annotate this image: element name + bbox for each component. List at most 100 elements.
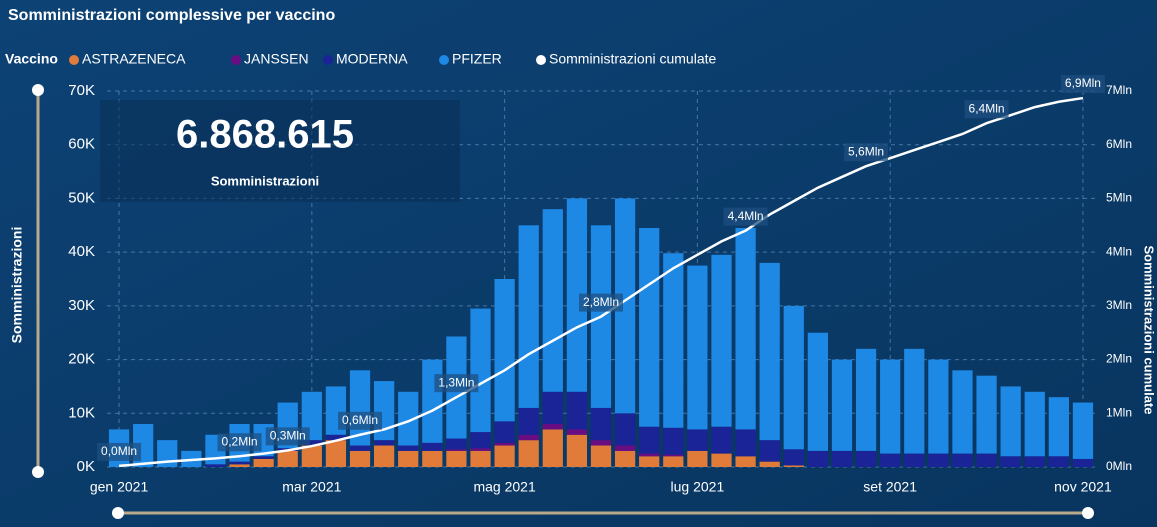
bar [205, 464, 226, 467]
bar [880, 359, 901, 454]
bar [759, 262, 780, 441]
bar [422, 359, 443, 443]
bar [494, 445, 515, 467]
data-label-bg [964, 100, 1009, 119]
slider-handle[interactable] [112, 507, 124, 519]
bar [663, 427, 684, 455]
y2-tick-label: 4Mln [1106, 244, 1132, 258]
bar [663, 253, 684, 428]
bar [904, 453, 925, 467]
y-tick-label: 40K [68, 243, 95, 260]
bar [470, 308, 491, 433]
bar [542, 391, 563, 425]
plot-area: 0,0Mln 0,2Mln 0,3Mln 0,6Mln 1,3Mln 2,8Mln 4,4M… [97, 75, 1105, 468]
bar [374, 440, 395, 446]
bar [566, 391, 588, 430]
bar [325, 440, 347, 467]
bar [928, 359, 949, 454]
bar [711, 254, 732, 427]
bar [253, 456, 274, 459]
legend-marker [439, 55, 449, 65]
bar [614, 450, 636, 467]
bar [518, 434, 539, 441]
bar [711, 453, 732, 467]
bar [590, 445, 612, 467]
bar [807, 450, 828, 467]
data-label: 0,3Mln [270, 429, 306, 443]
data-label-bg [434, 374, 479, 393]
bar [614, 198, 636, 414]
slider-handle[interactable] [32, 466, 44, 478]
bar [687, 450, 708, 467]
bar [398, 445, 419, 451]
data-label: 1,3Mln [438, 375, 474, 389]
bar [566, 434, 588, 467]
data-label-bg [723, 207, 768, 226]
bar [711, 426, 732, 454]
bar [422, 442, 443, 451]
bar [1024, 391, 1045, 457]
y-tick-label: 20K [68, 351, 95, 368]
bar [494, 421, 515, 443]
x-tick-label: gen 2021 [90, 479, 149, 495]
data-label-bg [844, 143, 889, 162]
bar [759, 461, 780, 467]
bar [952, 453, 973, 467]
bar [639, 456, 660, 467]
bar [783, 449, 804, 466]
data-label: 0,6Mln [342, 413, 378, 427]
bar [831, 359, 853, 451]
bar [1000, 456, 1021, 467]
legend-marker [231, 55, 241, 65]
bar [904, 348, 925, 454]
bar [422, 450, 443, 467]
bar [952, 370, 973, 454]
bar [470, 450, 491, 467]
bar [566, 198, 588, 392]
slider-handle[interactable] [32, 84, 44, 96]
y2-tick-label: 7Mln [1106, 83, 1132, 97]
legend-marker [69, 55, 79, 65]
bar [807, 332, 828, 451]
bar [1072, 458, 1094, 467]
bar [349, 450, 371, 467]
bar [663, 456, 684, 467]
data-label-bg [97, 442, 142, 461]
bar [614, 413, 636, 446]
bar [687, 429, 708, 451]
y-tick-label: 30K [68, 297, 95, 314]
bar [253, 458, 274, 467]
bar [277, 450, 298, 467]
y2-tick-label: 3Mln [1106, 298, 1132, 312]
bar [229, 464, 250, 467]
bar [1048, 456, 1069, 467]
y2-tick-label: 5Mln [1106, 191, 1132, 205]
data-label-bg [1060, 75, 1105, 94]
bar [1072, 402, 1094, 459]
bar [735, 227, 756, 430]
bar [1000, 386, 1021, 457]
bar [1024, 456, 1045, 467]
legend-label: JANSSEN [244, 51, 309, 67]
bar [639, 453, 660, 457]
y-tick-label: 10K [68, 404, 95, 421]
slider-handle[interactable] [1082, 507, 1094, 519]
bar [301, 445, 322, 467]
y-tick-label: 50K [68, 189, 95, 206]
data-label-bg [265, 427, 310, 446]
cumulative-line [118, 96, 1084, 468]
y2-tick-label: 6Mln [1106, 137, 1132, 151]
y2-tick-label: 2Mln [1106, 352, 1132, 366]
bar [759, 440, 780, 462]
legend-marker [323, 55, 333, 65]
x-tick-label: nov 2021 [1054, 479, 1112, 495]
bar [349, 445, 371, 451]
kpi-value: 6.868.615 [176, 113, 354, 157]
x-tick-label: set 2021 [863, 479, 917, 495]
bar [590, 407, 612, 441]
legend-label: ASTRAZENECA [82, 51, 186, 67]
data-label: 6,4Mln [969, 101, 1005, 115]
bar [735, 429, 756, 457]
kpi-label: Somministrazioni [211, 173, 319, 188]
